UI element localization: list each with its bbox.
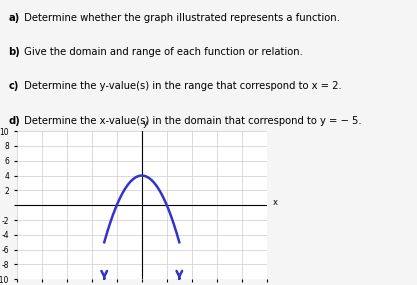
- Text: Determine whether the graph illustrated represents a function.: Determine whether the graph illustrated …: [21, 13, 340, 23]
- Text: b): b): [8, 47, 20, 57]
- Text: Determine the y-value(s) in the range that correspond to x = 2.: Determine the y-value(s) in the range th…: [21, 81, 342, 91]
- Text: a): a): [8, 13, 20, 23]
- Text: y: y: [143, 119, 148, 128]
- Text: Determine the x-value(s) in the domain that correspond to y = − 5.: Determine the x-value(s) in the domain t…: [21, 116, 362, 126]
- Text: x: x: [273, 198, 278, 207]
- Text: Give the domain and range of each function or relation.: Give the domain and range of each functi…: [21, 47, 303, 57]
- Text: c): c): [8, 81, 19, 91]
- Text: d): d): [8, 116, 20, 126]
